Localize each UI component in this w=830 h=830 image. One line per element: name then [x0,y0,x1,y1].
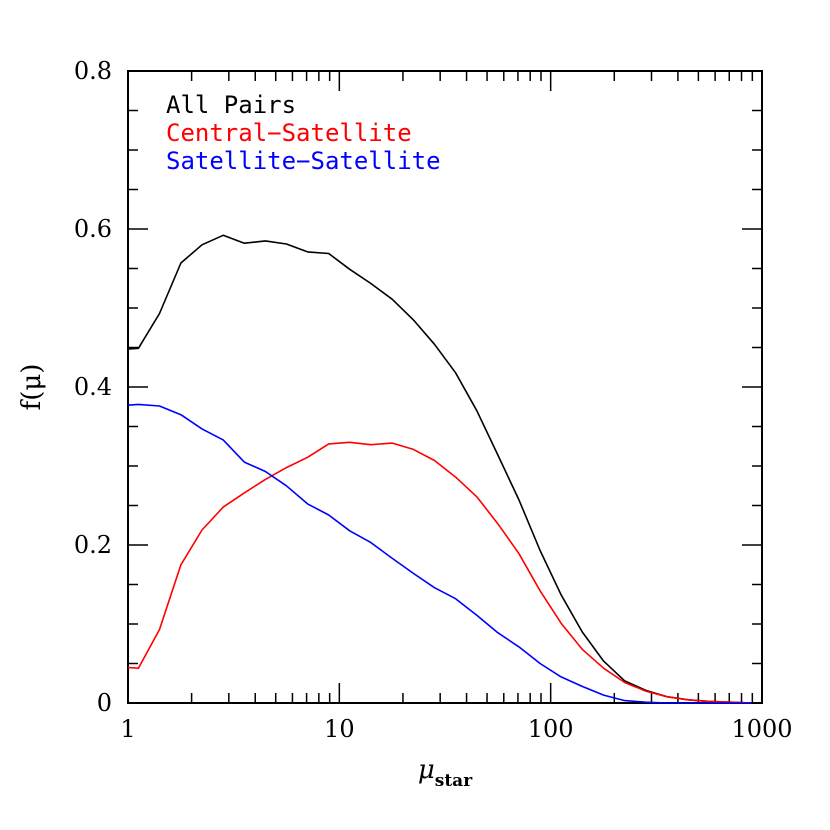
x-tick-label: 100 [528,715,574,743]
series-line-1 [127,234,752,704]
series-line-2 [127,441,752,704]
legend: All PairsCentral−SatelliteSatellite−Sate… [166,91,441,175]
legend-entry-3: Satellite−Satellite [166,147,441,175]
y-tick-label: 0.4 [74,373,112,401]
x-tick-label: 10 [324,715,355,743]
x-tick-label: 1 [120,715,135,743]
x-axis-label: μstar [418,755,473,791]
y-tick-label: 0.6 [74,215,112,243]
legend-entry-1: All Pairs [166,91,296,119]
y-tick-label: 0 [97,689,112,717]
x-tick-label: 1000 [731,715,792,743]
axis-tick-labels: 1 10 100 1000 0 0.2 0.4 0.6 0.8 [74,57,793,743]
y-tick-label: 0.8 [74,57,112,85]
series-lines [127,234,752,704]
y-axis-label: f(μ) [17,364,47,411]
series-line-3 [127,403,752,704]
axis-ticks [127,71,762,703]
legend-entry-2: Central−Satellite [166,119,412,147]
x-axis-label-sub: star [435,771,473,791]
y-tick-label: 0.2 [74,531,112,559]
x-axis-label-main: μ [418,755,435,785]
